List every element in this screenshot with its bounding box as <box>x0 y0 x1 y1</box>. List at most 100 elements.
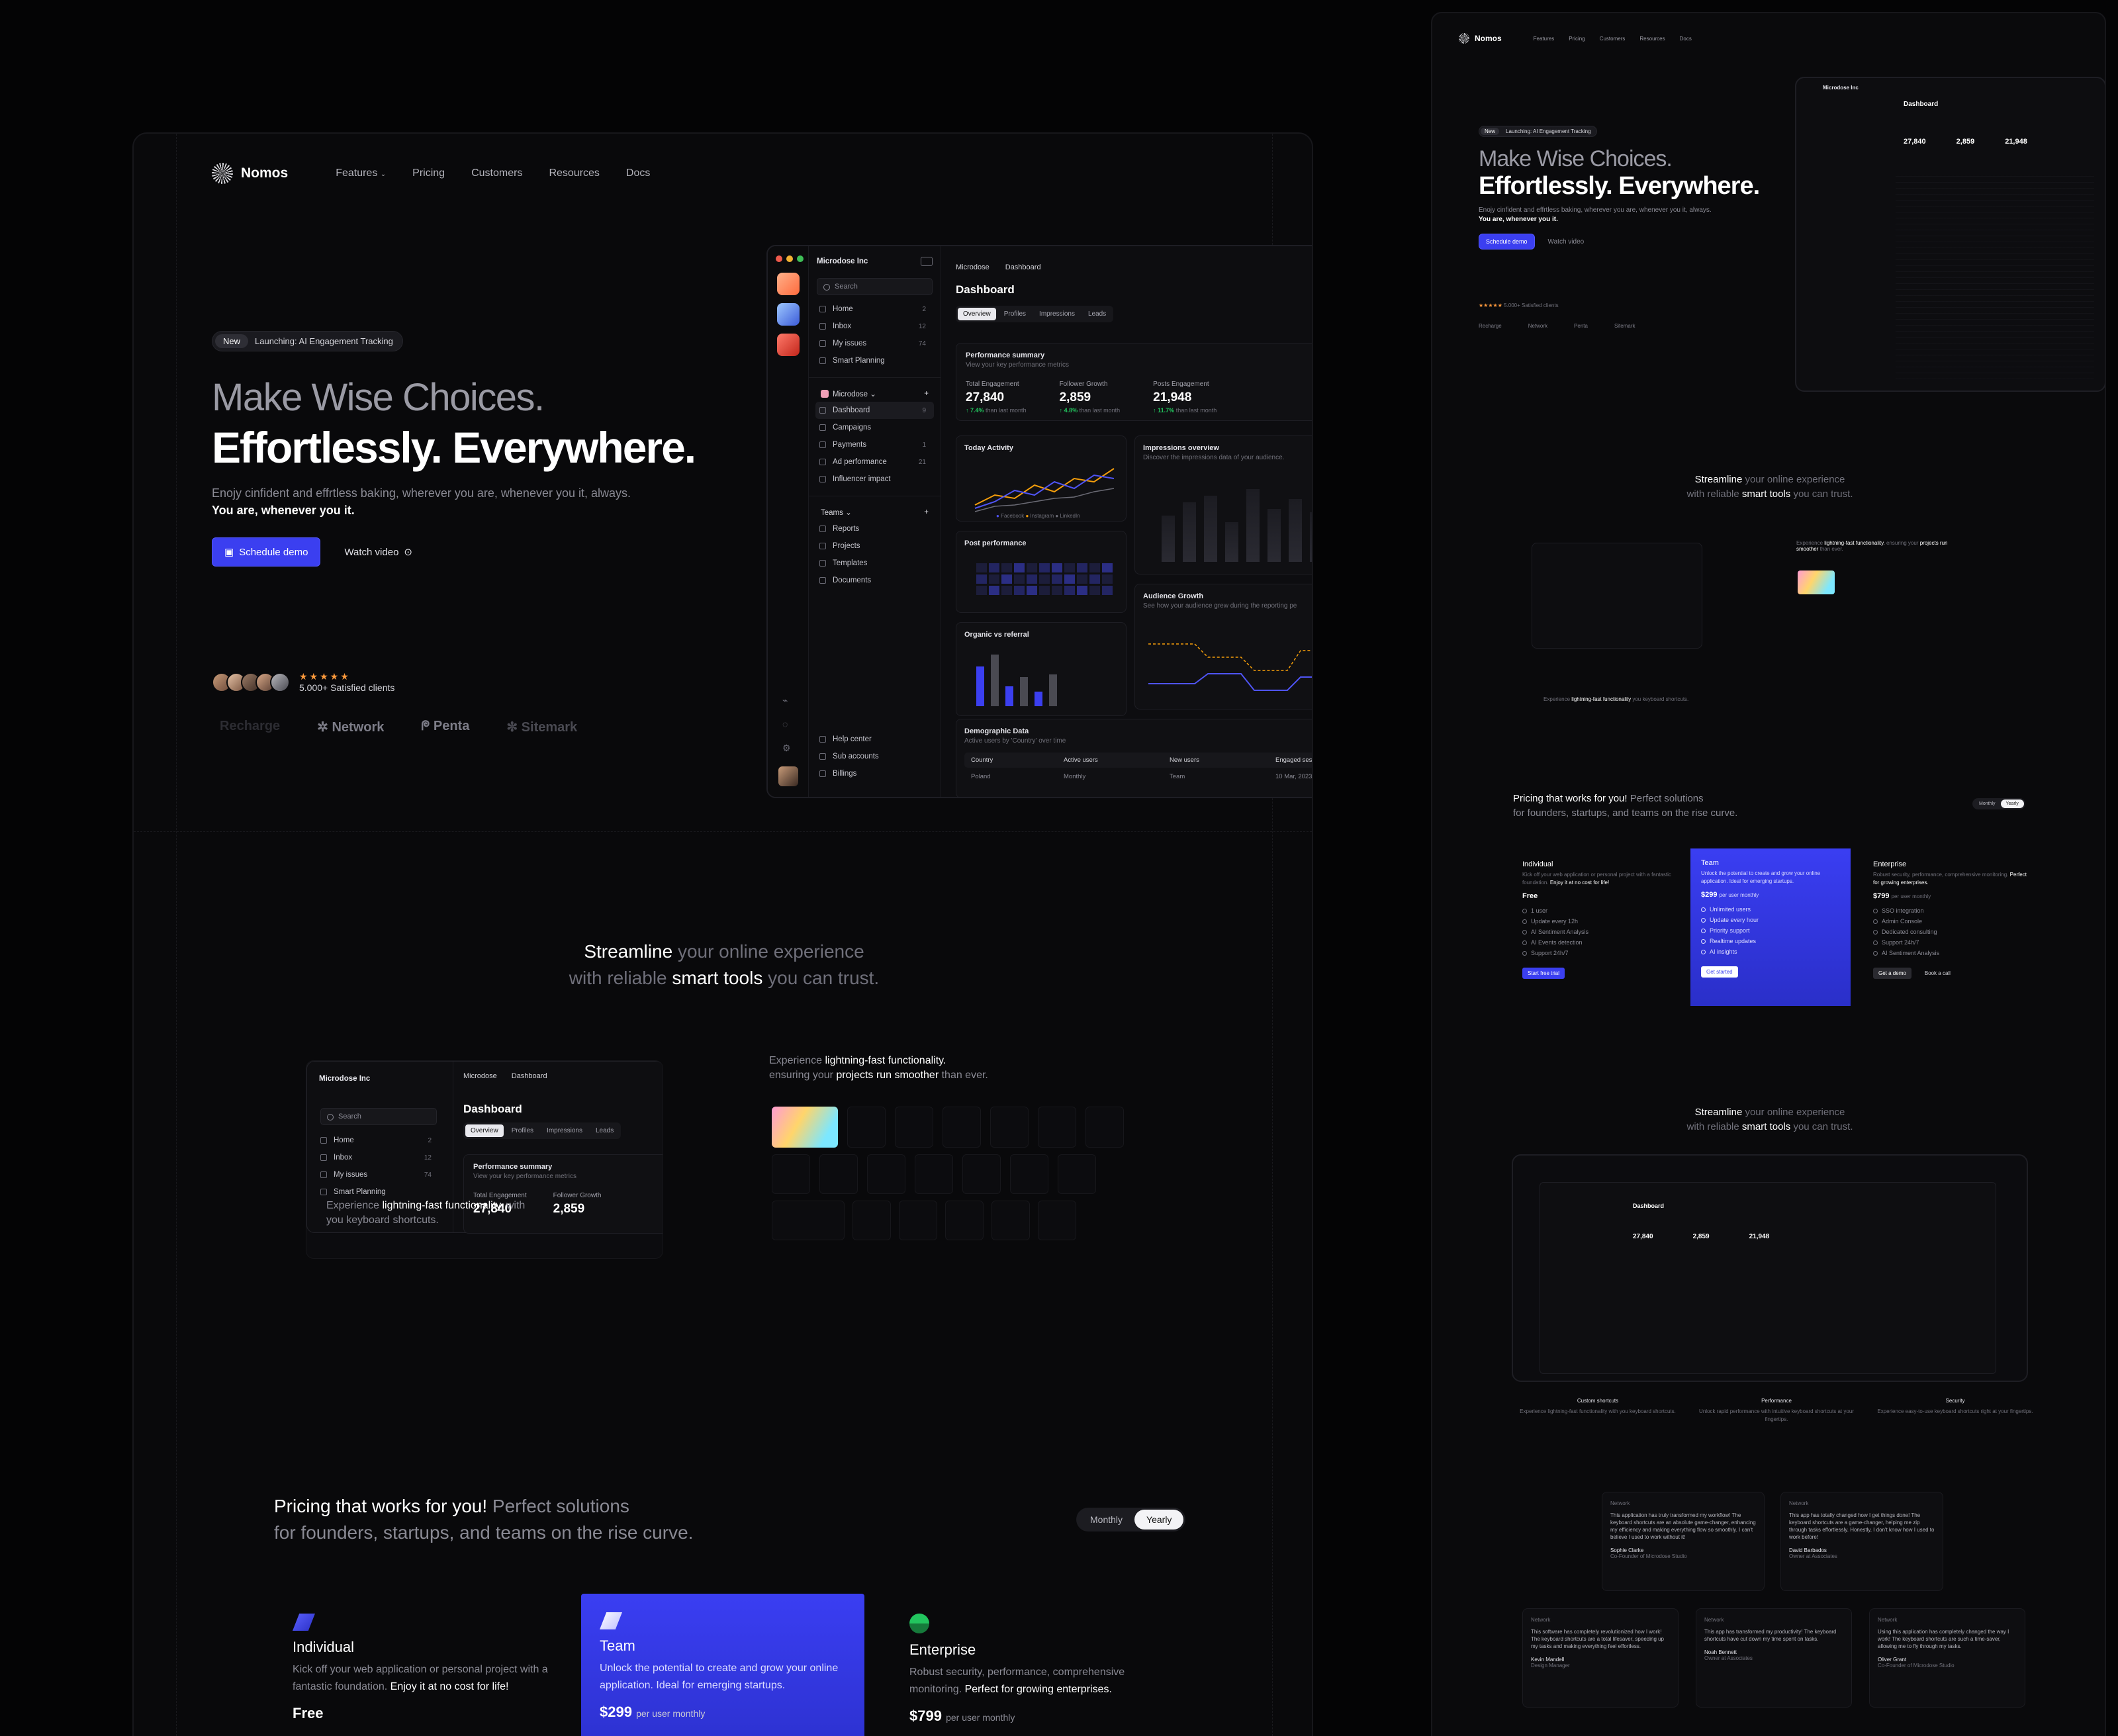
book-a-call-link[interactable]: Book a call <box>1924 970 1951 976</box>
hero-lede: Enojy cinfident and effrtless baking, wh… <box>212 486 631 517</box>
schedule-demo-button[interactable]: Schedule demo <box>1479 234 1535 250</box>
key <box>943 1107 981 1148</box>
key <box>991 1201 1030 1240</box>
strip-tools: ⌁ ◌ ⚙ <box>782 688 791 760</box>
overview-shortcut-card <box>1532 543 1702 649</box>
overview-features-headline: Streamline your online experience with r… <box>1686 474 1853 500</box>
sidebar-item-projects[interactable]: Projects <box>815 537 934 555</box>
avatar[interactable] <box>778 766 798 786</box>
nav-link-features[interactable]: Features ⌄ <box>336 167 387 179</box>
workspace-header[interactable]: Microdose ⌄ + <box>815 386 934 402</box>
get-a-demo-button[interactable]: Get a demo <box>1873 968 1911 979</box>
documents-icon <box>819 577 826 584</box>
table-row[interactable]: Poland Monthly Team 10 Mar, 2023 <box>971 773 1312 780</box>
tab-leads[interactable]: Leads <box>1087 310 1107 318</box>
clients-count: 5.000+ Satisfied clients <box>299 682 395 693</box>
overview-hero: New Launching: AI Engagement Tracking Mak… <box>1479 124 1760 329</box>
brand-logo-network: ✲ Network <box>317 720 385 735</box>
app-icon[interactable] <box>777 334 800 356</box>
nav-link-docs[interactable]: Docs <box>625 167 651 179</box>
calendar-icon: ▣ <box>224 547 234 558</box>
team-plan-icon <box>600 1612 622 1629</box>
ad-icon <box>819 459 826 465</box>
sidebar-item-payments[interactable]: Payments 1 <box>815 436 934 453</box>
page-title: Dashboard <box>956 283 1015 296</box>
post-heatmap <box>976 563 1113 595</box>
dashboard-sidebar: Microdose Inc Search Home 2 Inbox 12 My is… <box>809 246 941 797</box>
sidebar-item-dashboard[interactable]: Dashboard 9 <box>815 402 934 419</box>
activity-legend: ● Facebook ● Instagram ● LinkedIn <box>996 513 1080 519</box>
org-name[interactable]: Microdose Inc <box>817 257 868 265</box>
kpi-posts-engagement: Posts Engagement 21,948 ↑ 11.7% than last … <box>1153 381 1217 414</box>
logo-icon <box>1459 33 1469 44</box>
shortcut-feature-card: Microdose Inc Search Home 2 Inbox 12 My is… <box>306 1060 663 1259</box>
tab-impressions[interactable]: Impressions <box>1039 310 1075 318</box>
sidebar-item-campaigns[interactable]: Campaigns <box>815 419 934 436</box>
sidebar-item-templates[interactable]: Templates <box>815 555 934 572</box>
sidebar-item-help-center[interactable]: Help center <box>815 731 934 748</box>
pricing-headline: Pricing that works for you! Perfect solu… <box>274 1496 694 1543</box>
tab-profiles[interactable]: Profiles <box>1003 310 1027 318</box>
keyboard-feature-text: Experience lightning-fast functionality.… <box>769 1055 988 1081</box>
key <box>962 1154 1001 1194</box>
settings-icon[interactable]: ⚙ <box>782 743 791 753</box>
app-icon[interactable] <box>777 273 800 295</box>
mini-item-my-issues[interactable]: My issues 74 <box>316 1166 439 1183</box>
start-free-trial-button[interactable]: Start free trial <box>1522 968 1565 979</box>
sidebar-item-documents[interactable]: Documents <box>815 572 934 589</box>
table-header: Country Active users New users Engaged sess… <box>964 753 1312 768</box>
mini-item-smart-planning[interactable]: Smart Planning <box>316 1183 439 1201</box>
sidebar-item-inbox[interactable]: Inbox 12 <box>815 318 934 335</box>
mini-search[interactable]: Search <box>320 1108 437 1125</box>
collapse-icon[interactable] <box>921 257 933 266</box>
sidebar-item-sub-accounts[interactable]: Sub accounts <box>815 748 934 765</box>
sidebar-search[interactable]: Search <box>817 278 933 295</box>
brand-name[interactable]: Nomos <box>241 165 289 181</box>
nav-link-pricing[interactable]: Pricing <box>412 167 445 179</box>
sidebar-item-home[interactable]: Home 2 <box>815 300 934 318</box>
sidebar-item-reports[interactable]: Reports <box>815 520 934 537</box>
organic-bars <box>976 649 1057 706</box>
hero-title-line1: Make Wise Choices. <box>212 376 545 419</box>
sidebar-item-billings[interactable]: Billings <box>815 765 934 782</box>
watch-video-button[interactable]: Watch video <box>1547 238 1585 246</box>
teams-header[interactable]: Teams ⌄ + <box>821 508 929 517</box>
testimonial-card: Network This application has truly trans… <box>1602 1492 1765 1591</box>
key <box>852 1201 891 1240</box>
sidebar-item-influencer-impact[interactable]: Influencer impact <box>815 471 934 488</box>
key <box>1058 1154 1096 1194</box>
sidebar-item-ad-performance[interactable]: Ad performance 21 <box>815 453 934 471</box>
toggle-yearly[interactable]: Yearly <box>1134 1510 1184 1530</box>
sidebar-item-my-issues[interactable]: My issues 74 <box>815 335 934 352</box>
overview-billing-toggle: Monthly Yearly <box>1972 798 2025 809</box>
key <box>990 1107 1029 1148</box>
app-icon[interactable] <box>777 303 800 326</box>
key <box>847 1107 886 1148</box>
overview-features-headline-2: Streamline your online experience with r… <box>1686 1107 1853 1132</box>
watch-video-button[interactable]: Watch video ⊙ <box>344 546 412 559</box>
link-icon[interactable]: ⌁ <box>782 695 788 706</box>
overview-pricing-headline: Pricing that works for you! Perfect solu… <box>1513 793 1738 819</box>
impressions-bars <box>1162 489 1312 562</box>
dashboard-tabs: Overview Profiles Impressions Leads <box>956 306 1114 322</box>
highlighted-key[interactable] <box>772 1107 838 1148</box>
announcement-badge[interactable]: New Launching: AI Engagement Tracking <box>212 331 403 351</box>
key <box>895 1107 933 1148</box>
mini-dashboard: Microdose Inc Search Home 2 Inbox 12 My is… <box>306 1061 663 1234</box>
performance-summary-card: Performance summary View your key perform… <box>956 343 1312 421</box>
mini-item-home[interactable]: Home 2 <box>316 1132 439 1149</box>
testimonial-card: Network This app has totally changed how… <box>1780 1492 1943 1591</box>
mini-item-inbox[interactable]: Inbox 12 <box>316 1149 439 1166</box>
rating-stars: ★★★★★ <box>299 671 351 682</box>
plan-name: Individual <box>293 1639 354 1655</box>
toggle-monthly[interactable]: Monthly <box>1090 1514 1123 1525</box>
plan-enterprise: Enterprise Robust security, performance,… <box>909 1614 1174 1725</box>
bulb-icon[interactable]: ◌ <box>782 719 788 729</box>
get-started-button[interactable]: Get started <box>1701 966 1738 978</box>
nav-link-customers[interactable]: Customers <box>471 167 523 179</box>
sidebar-item-smart-planning[interactable]: Smart Planning <box>815 352 934 369</box>
plan-team: Team Unlock the potential to create and … <box>581 1594 864 1736</box>
nav-link-resources[interactable]: Resources <box>549 167 600 179</box>
schedule-demo-button[interactable]: ▣ Schedule demo <box>212 537 321 567</box>
tab-overview[interactable]: Overview <box>958 308 996 320</box>
